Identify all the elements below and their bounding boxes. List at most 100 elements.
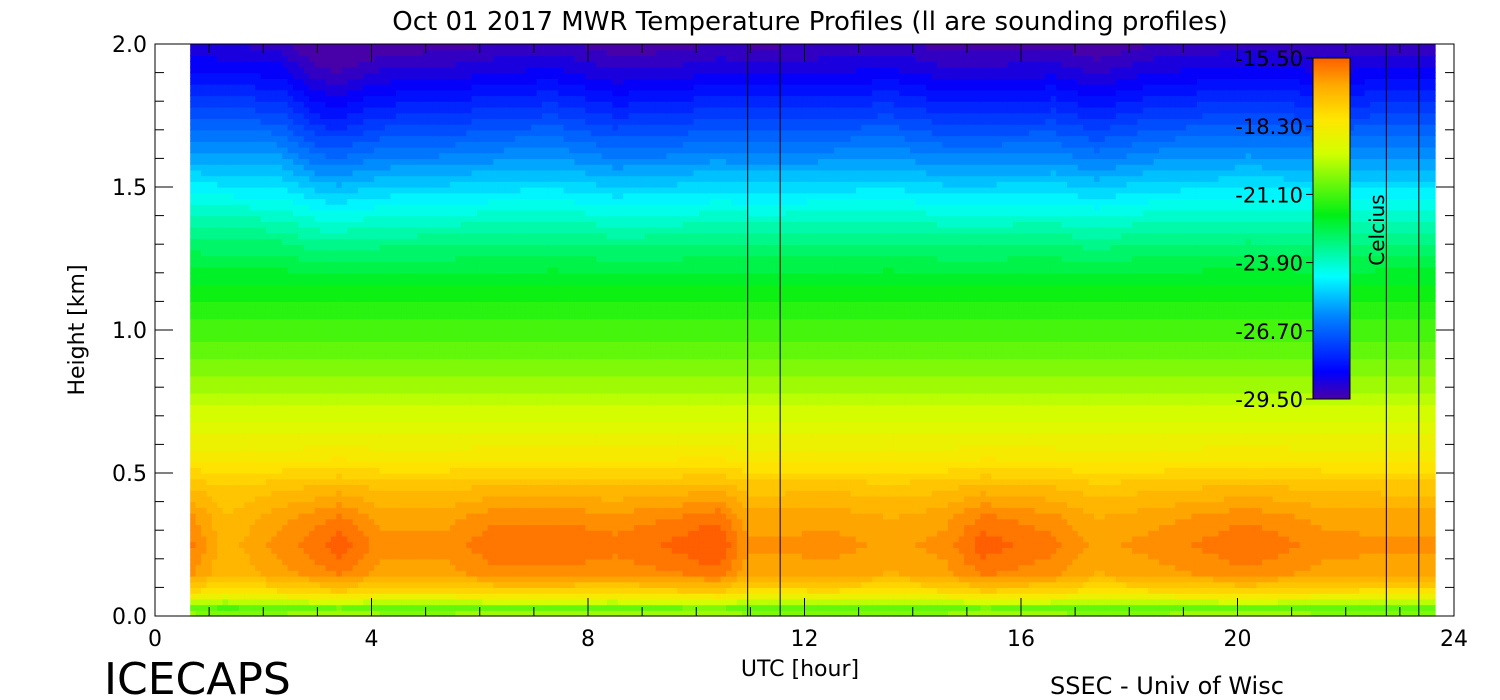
heatmap-cell bbox=[276, 450, 283, 457]
heatmap-cell bbox=[228, 204, 235, 211]
heatmap-cell bbox=[309, 381, 316, 388]
heatmap-cell bbox=[244, 375, 251, 383]
heatmap-cell bbox=[238, 598, 245, 606]
heatmap-cell bbox=[282, 558, 289, 566]
heatmap-cell bbox=[455, 352, 462, 360]
heatmap-cell bbox=[449, 461, 456, 468]
heatmap-cell bbox=[195, 175, 202, 182]
heatmap-cell bbox=[428, 495, 435, 503]
heatmap-cell bbox=[303, 169, 310, 177]
heatmap-cell bbox=[412, 221, 419, 228]
heatmap-cell bbox=[417, 312, 424, 320]
heatmap-cell bbox=[260, 124, 267, 131]
heatmap-cell bbox=[347, 192, 354, 200]
heatmap-cell bbox=[412, 249, 419, 257]
heatmap-cell bbox=[417, 432, 424, 440]
heatmap-cell bbox=[347, 106, 354, 114]
heatmap-cell bbox=[433, 118, 440, 125]
heatmap-cell bbox=[287, 44, 294, 51]
heatmap-cell bbox=[303, 318, 310, 325]
heatmap-cell bbox=[374, 530, 381, 537]
heatmap-cell bbox=[401, 404, 408, 411]
heatmap-cell bbox=[211, 267, 218, 274]
heatmap-cell bbox=[260, 410, 267, 417]
heatmap-cell bbox=[363, 215, 370, 222]
heatmap-cell bbox=[417, 381, 424, 388]
heatmap-cell bbox=[238, 558, 245, 566]
heatmap-cell bbox=[433, 484, 440, 491]
heatmap-cell bbox=[336, 450, 343, 457]
heatmap-cell bbox=[298, 547, 305, 554]
heatmap-cell bbox=[238, 587, 245, 594]
heatmap-cell bbox=[222, 307, 229, 314]
heatmap-cell bbox=[309, 61, 316, 68]
heatmap-cell bbox=[368, 232, 375, 240]
heatmap-cell bbox=[228, 444, 235, 451]
heatmap-cell bbox=[352, 598, 359, 606]
heatmap-cell bbox=[211, 473, 218, 480]
heatmap-cell bbox=[190, 570, 197, 577]
heatmap-cell bbox=[238, 455, 245, 463]
heatmap-cell bbox=[195, 135, 202, 142]
heatmap-cell bbox=[325, 135, 332, 142]
heatmap-cell bbox=[265, 141, 272, 148]
heatmap-cell bbox=[276, 124, 283, 131]
heatmap-cell bbox=[244, 501, 251, 508]
heatmap-cell bbox=[347, 255, 354, 262]
heatmap-cell bbox=[244, 410, 251, 417]
heatmap-cell bbox=[293, 610, 300, 617]
heatmap-cell bbox=[363, 598, 370, 606]
heatmap-cell bbox=[341, 518, 348, 526]
heatmap-cell bbox=[417, 209, 424, 217]
heatmap-cell bbox=[357, 587, 364, 594]
heatmap-cell bbox=[428, 381, 435, 388]
heatmap-cell bbox=[260, 370, 267, 377]
heatmap-cell bbox=[228, 467, 235, 474]
heatmap-cell bbox=[395, 507, 402, 514]
heatmap-cell bbox=[309, 564, 316, 571]
heatmap-cell bbox=[217, 267, 224, 274]
heatmap-cell bbox=[211, 398, 218, 405]
heatmap-cell bbox=[395, 421, 402, 428]
heatmap-cell bbox=[298, 61, 305, 68]
heatmap-cell bbox=[282, 318, 289, 325]
heatmap-cell bbox=[390, 581, 397, 588]
heatmap-cell bbox=[249, 490, 256, 497]
heatmap-cell bbox=[314, 301, 321, 308]
heatmap-cell bbox=[298, 175, 305, 182]
heatmap-cell bbox=[363, 221, 370, 228]
heatmap-cell bbox=[422, 244, 429, 251]
heatmap-cell bbox=[412, 198, 419, 205]
heatmap-cell bbox=[449, 49, 456, 57]
heatmap-cell bbox=[206, 352, 213, 360]
heatmap-cell bbox=[412, 593, 419, 600]
heatmap-cell bbox=[368, 141, 375, 148]
heatmap-cell bbox=[449, 272, 456, 280]
heatmap-cell bbox=[428, 261, 435, 268]
heatmap-cell bbox=[341, 152, 348, 159]
heatmap-cell bbox=[265, 495, 272, 503]
heatmap-cell bbox=[363, 553, 370, 560]
heatmap-cell bbox=[238, 232, 245, 240]
heatmap-cell bbox=[325, 278, 332, 285]
heatmap-cell bbox=[444, 112, 451, 119]
heatmap-cell bbox=[439, 135, 446, 142]
heatmap-cell bbox=[390, 358, 397, 365]
heatmap-cell bbox=[211, 513, 218, 520]
heatmap-cell bbox=[201, 330, 208, 337]
heatmap-cell bbox=[276, 593, 283, 600]
heatmap-cell bbox=[195, 66, 202, 74]
heatmap-cell bbox=[260, 341, 267, 348]
heatmap-cell bbox=[314, 558, 321, 566]
heatmap-cell bbox=[303, 444, 310, 451]
heatmap-cell bbox=[211, 381, 218, 388]
heatmap-cell bbox=[249, 604, 256, 611]
heatmap-cell bbox=[195, 244, 202, 251]
heatmap-cell bbox=[265, 598, 272, 606]
heatmap-cell bbox=[282, 575, 289, 583]
heatmap-cell bbox=[298, 541, 305, 548]
heatmap-cell bbox=[390, 89, 397, 97]
heatmap-cell bbox=[287, 249, 294, 257]
heatmap-cell bbox=[217, 330, 224, 337]
heatmap-cell bbox=[298, 164, 305, 171]
